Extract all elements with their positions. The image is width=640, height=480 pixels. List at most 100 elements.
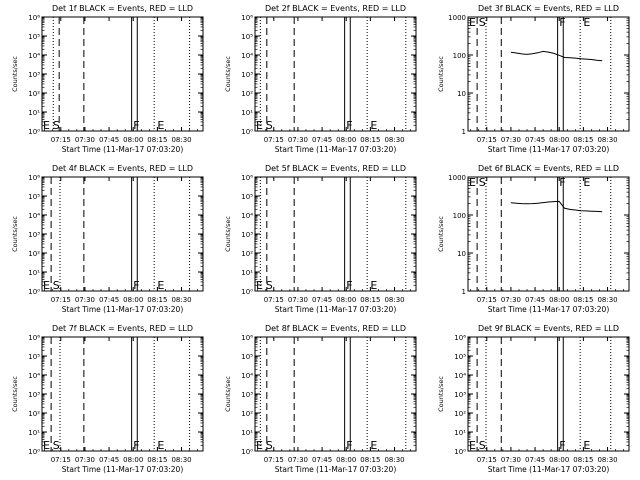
y-tick-label: 10²	[454, 410, 466, 418]
x-tick-label: 07:45	[312, 456, 332, 464]
x-tick-label: 08:15	[147, 296, 167, 304]
y-tick-label: 10⁰	[241, 288, 253, 296]
y-tick-label: 10⁶	[28, 14, 40, 22]
x-axis-label: Start Time (11-Mar-17 07:03:20)	[62, 145, 184, 154]
x-axis-label: Start Time (11-Mar-17 07:03:20)	[488, 305, 610, 314]
x-tick-label: 08:00	[549, 296, 569, 304]
phase-marker-label: E	[583, 16, 590, 29]
plot-frame	[467, 336, 630, 452]
y-tick-label: 10¹	[241, 429, 253, 437]
chart-panel: Det 6f BLACK = Events, RED = LLD 1 10 100 10…	[437, 164, 630, 314]
y-tick-label: 10⁰	[241, 128, 253, 136]
y-tick-label: 10⁰	[241, 448, 253, 456]
x-tick-label: 07:30	[75, 296, 95, 304]
chart-panel: Det 5f BLACK = Events, RED = LLD 10⁰ 10¹ 10…	[224, 164, 417, 314]
y-tick-label: 10²	[28, 90, 40, 98]
phase-marker-label: S	[479, 16, 486, 29]
chart-title: Det 2f BLACK = Events, RED = LLD	[265, 4, 406, 13]
y-tick-label: 10¹	[28, 109, 40, 117]
x-tick-label: 07:15	[51, 136, 71, 144]
x-tick-label: 08:15	[360, 136, 380, 144]
y-tick-label: 10¹	[454, 429, 466, 437]
phase-marker-label: E	[157, 439, 164, 452]
x-tick-label: 08:00	[549, 456, 569, 464]
x-tick-label: 07:45	[99, 136, 119, 144]
x-tick-label: 07:15	[264, 456, 284, 464]
y-tick-label: 10⁵	[241, 33, 253, 41]
x-axis-label: Start Time (11-Mar-17 07:03:20)	[275, 465, 397, 474]
x-tick-label: 08:00	[336, 296, 356, 304]
x-tick-label: 08:00	[336, 456, 356, 464]
x-tick-label: 07:45	[312, 296, 332, 304]
phase-marker-label: S	[53, 279, 60, 292]
phase-marker-label: F	[346, 439, 352, 452]
phase-marker-label: F	[559, 176, 565, 189]
y-axis-label: Counts/sec	[224, 56, 232, 92]
y-tick-label: 10⁴	[28, 52, 40, 60]
y-tick-label: 10⁰	[454, 448, 466, 456]
y-tick-label: 10²	[241, 90, 253, 98]
phase-marker-label: F	[133, 119, 139, 132]
y-tick-label: 10³	[28, 71, 40, 79]
plot-frame	[467, 16, 630, 132]
x-tick-label: 08:00	[123, 296, 143, 304]
y-axis-label: Counts/sec	[11, 56, 19, 92]
y-tick-label: 10⁵	[28, 193, 40, 201]
y-tick-label: 10⁰	[28, 448, 40, 456]
phase-marker-label: S	[53, 439, 60, 452]
y-tick-label: 10⁰	[28, 128, 40, 136]
x-tick-label: 07:45	[525, 456, 545, 464]
x-tick-label: 07:30	[288, 456, 308, 464]
chart-title: Det 7f BLACK = Events, RED = LLD	[52, 324, 193, 333]
phase-marker-label: F	[559, 16, 565, 29]
chart-panel: Det 2f BLACK = Events, RED = LLD 10⁰ 10¹ 10…	[224, 4, 417, 154]
phase-marker-label: E	[370, 119, 377, 132]
phase-marker-label: F	[133, 439, 139, 452]
y-tick-label: 100	[453, 52, 466, 60]
x-tick-label: 07:30	[501, 456, 521, 464]
x-tick-label: 08:15	[360, 456, 380, 464]
y-axis-label: Counts/sec	[224, 376, 232, 412]
phase-marker-label: S	[266, 279, 273, 292]
y-tick-label: 10⁵	[454, 353, 466, 361]
phase-marker-label: E	[469, 439, 476, 452]
x-tick-label: 08:30	[384, 296, 404, 304]
y-tick-label: 1	[462, 128, 466, 136]
x-tick-label: 08:30	[597, 296, 617, 304]
x-tick-label: 07:15	[264, 136, 284, 144]
y-tick-label: 10⁶	[241, 174, 253, 182]
y-tick-label: 10³	[241, 391, 253, 399]
phase-marker-label: S	[53, 119, 60, 132]
y-tick-label: 10	[457, 250, 466, 258]
phase-marker-label: E	[43, 119, 50, 132]
y-tick-label: 10³	[28, 391, 40, 399]
y-tick-label: 10²	[28, 410, 40, 418]
chart-panel: Det 3f BLACK = Events, RED = LLD 1 10 100 10…	[437, 4, 630, 154]
y-tick-label: 10⁵	[28, 33, 40, 41]
phase-marker-label: F	[133, 279, 139, 292]
x-tick-label: 08:15	[360, 296, 380, 304]
phase-marker-label: S	[266, 439, 273, 452]
chart-panel: Det 7f BLACK = Events, RED = LLD 10⁰ 10¹ 10…	[11, 324, 204, 474]
x-tick-label: 07:15	[51, 456, 71, 464]
x-axis-label: Start Time (11-Mar-17 07:03:20)	[62, 465, 184, 474]
chart-panel: Det 9f BLACK = Events, RED = LLD 10⁰ 10¹ 10…	[437, 324, 630, 474]
x-tick-label: 07:45	[312, 136, 332, 144]
x-tick-label: 07:30	[501, 136, 521, 144]
y-axis-label: Counts/sec	[437, 216, 445, 252]
phase-marker-label: E	[469, 16, 476, 29]
phase-marker-label: E	[43, 439, 50, 452]
y-tick-label: 10²	[28, 250, 40, 258]
phase-marker-label: E	[157, 279, 164, 292]
events-series-line	[510, 200, 603, 213]
y-tick-label: 10⁵	[28, 353, 40, 361]
y-tick-label: 10³	[28, 231, 40, 239]
y-tick-label: 10¹	[241, 269, 253, 277]
x-tick-label: 07:30	[75, 136, 95, 144]
phase-marker-label: E	[256, 119, 263, 132]
x-tick-label: 07:15	[477, 136, 497, 144]
y-tick-label: 1000	[448, 174, 466, 182]
phase-marker-label: E	[370, 279, 377, 292]
y-tick-label: 10³	[241, 71, 253, 79]
